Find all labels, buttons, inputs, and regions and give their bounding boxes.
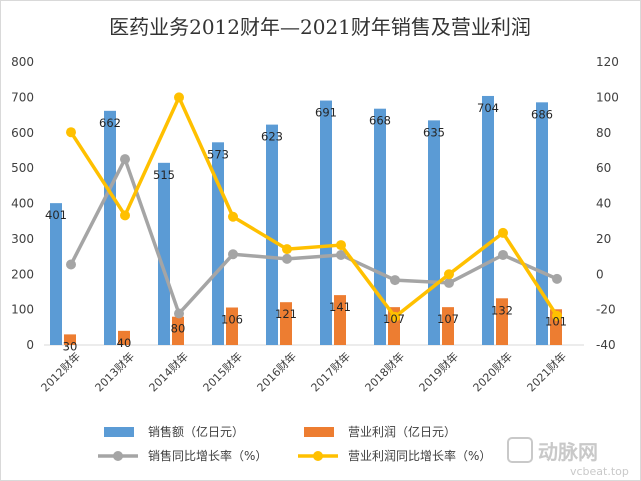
profit-growth-line: [69, 95, 559, 319]
y-tick-label: 500: [11, 161, 34, 175]
profit-bar: [496, 298, 508, 345]
legend-swatch: [304, 427, 334, 437]
legend-marker: [313, 451, 323, 461]
sales-bar: [50, 203, 62, 345]
legend-label: 营业利润同比增长率（%）: [348, 448, 491, 463]
profit-value-label: 106: [221, 313, 243, 327]
sales-bar: [104, 110, 116, 345]
sales-value-label: 623: [261, 130, 283, 144]
sales-value-label: 704: [477, 101, 499, 115]
chart-title: 医药业务2012财年—2021财年销售及营业利润: [109, 15, 531, 39]
sales-growth-point: [390, 275, 400, 286]
y2-tick-label: 60: [596, 161, 611, 175]
profit-value-label: 107: [383, 312, 405, 326]
sales-growth-point: [174, 308, 184, 319]
bars: [50, 95, 562, 346]
y2-tick-label: 20: [596, 232, 611, 246]
profit-bar: [226, 307, 238, 345]
legend: 销售额（亿日元） 营业利润（亿日元） 销售同比增长率（%） 营业利润同比增长率（%）: [98, 424, 491, 463]
sales-growth-point: [444, 277, 454, 288]
watermark-domain: vcbeat.top: [570, 465, 629, 478]
profit-value-label: 141: [329, 300, 351, 314]
sales-bar: [266, 124, 278, 346]
profit-growth-point: [228, 211, 238, 222]
sales-growth-point: [282, 253, 292, 264]
profit-growth-point: [498, 227, 508, 238]
sales-value-label: 668: [369, 114, 391, 128]
y2-tick-label: -20: [596, 303, 616, 317]
y2-tick-label: -40: [596, 338, 616, 352]
legend-label: 销售额（亿日元）: [148, 424, 244, 439]
profit-bar: [118, 330, 130, 345]
y-tick-label: 400: [11, 197, 34, 211]
profit-bar: [64, 334, 76, 345]
y-tick-label: 200: [11, 267, 34, 281]
watermark: 动脉网 vcbeat.top: [507, 437, 629, 478]
legend-label: 营业利润（亿日元）: [348, 424, 456, 439]
sales-growth-point: [120, 154, 130, 165]
profit-bar: [442, 307, 454, 345]
watermark-logo-icon: [507, 437, 533, 463]
sales-value-label: 691: [315, 106, 337, 120]
profit-bar: [334, 295, 346, 345]
sales-bar: [536, 102, 548, 345]
sales-growth-point: [228, 249, 238, 260]
y-tick-label: 100: [11, 303, 34, 317]
profit-growth-point: [552, 310, 562, 321]
y-tick-label: 600: [11, 126, 34, 140]
data-labels: 401 662 515 573 623 691 668 635 704 686 30 40 80 106 1…: [45, 101, 567, 353]
profit-growth-point: [282, 244, 292, 255]
lines: [66, 92, 562, 322]
sales-value-label: 686: [531, 107, 553, 121]
sales-bar: [158, 162, 170, 345]
y2-tick-label: 80: [596, 126, 611, 140]
sales-growth-point: [498, 249, 508, 260]
profit-growth-point: [120, 210, 130, 221]
sales-value-label: 635: [423, 125, 445, 139]
y2-tick-label: 40: [596, 197, 611, 211]
sales-value-label: 401: [45, 208, 67, 222]
profit-value-label: 80: [171, 322, 186, 336]
y-tick-label: 0: [26, 338, 34, 352]
sales-value-label: 573: [207, 147, 229, 161]
sales-growth-point: [66, 259, 76, 270]
y2-tick-label: 120: [596, 55, 619, 69]
profit-growth-point: [174, 92, 184, 103]
profit-value-label: 132: [491, 303, 513, 317]
profit-value-label: 30: [63, 339, 78, 353]
profit-growth-point: [336, 240, 346, 251]
sales-growth-point: [336, 249, 346, 260]
sales-value-label: 515: [153, 168, 175, 182]
sales-growth-line: [69, 157, 558, 316]
profit-value-label: 121: [275, 307, 297, 321]
sales-growth-point: [552, 273, 562, 284]
y-tick-label: 700: [11, 90, 34, 104]
profit-bar: [172, 316, 184, 345]
sales-value-label: 662: [99, 116, 121, 130]
profit-value-label: 40: [117, 336, 132, 350]
watermark-brand: 动脉网: [538, 440, 598, 464]
profit-value-label: 107: [437, 312, 459, 326]
y2-tick-label: 0: [596, 267, 604, 281]
legend-label: 销售同比增长率（%）: [148, 448, 267, 463]
profit-growth-point: [444, 269, 454, 280]
legend-marker: [113, 451, 123, 461]
profit-growth-point: [66, 127, 76, 138]
sales-bar: [374, 108, 386, 345]
sales-bar: [320, 100, 332, 345]
profit-value-label: 101: [545, 314, 567, 328]
profit-bar: [280, 302, 292, 345]
y2-tick-label: 100: [596, 90, 619, 104]
y-tick-label: 300: [11, 232, 34, 246]
profit-growth-point: [390, 311, 400, 322]
legend-swatch: [104, 427, 134, 437]
sales-bar: [482, 95, 494, 346]
y-tick-label: 800: [11, 55, 34, 69]
